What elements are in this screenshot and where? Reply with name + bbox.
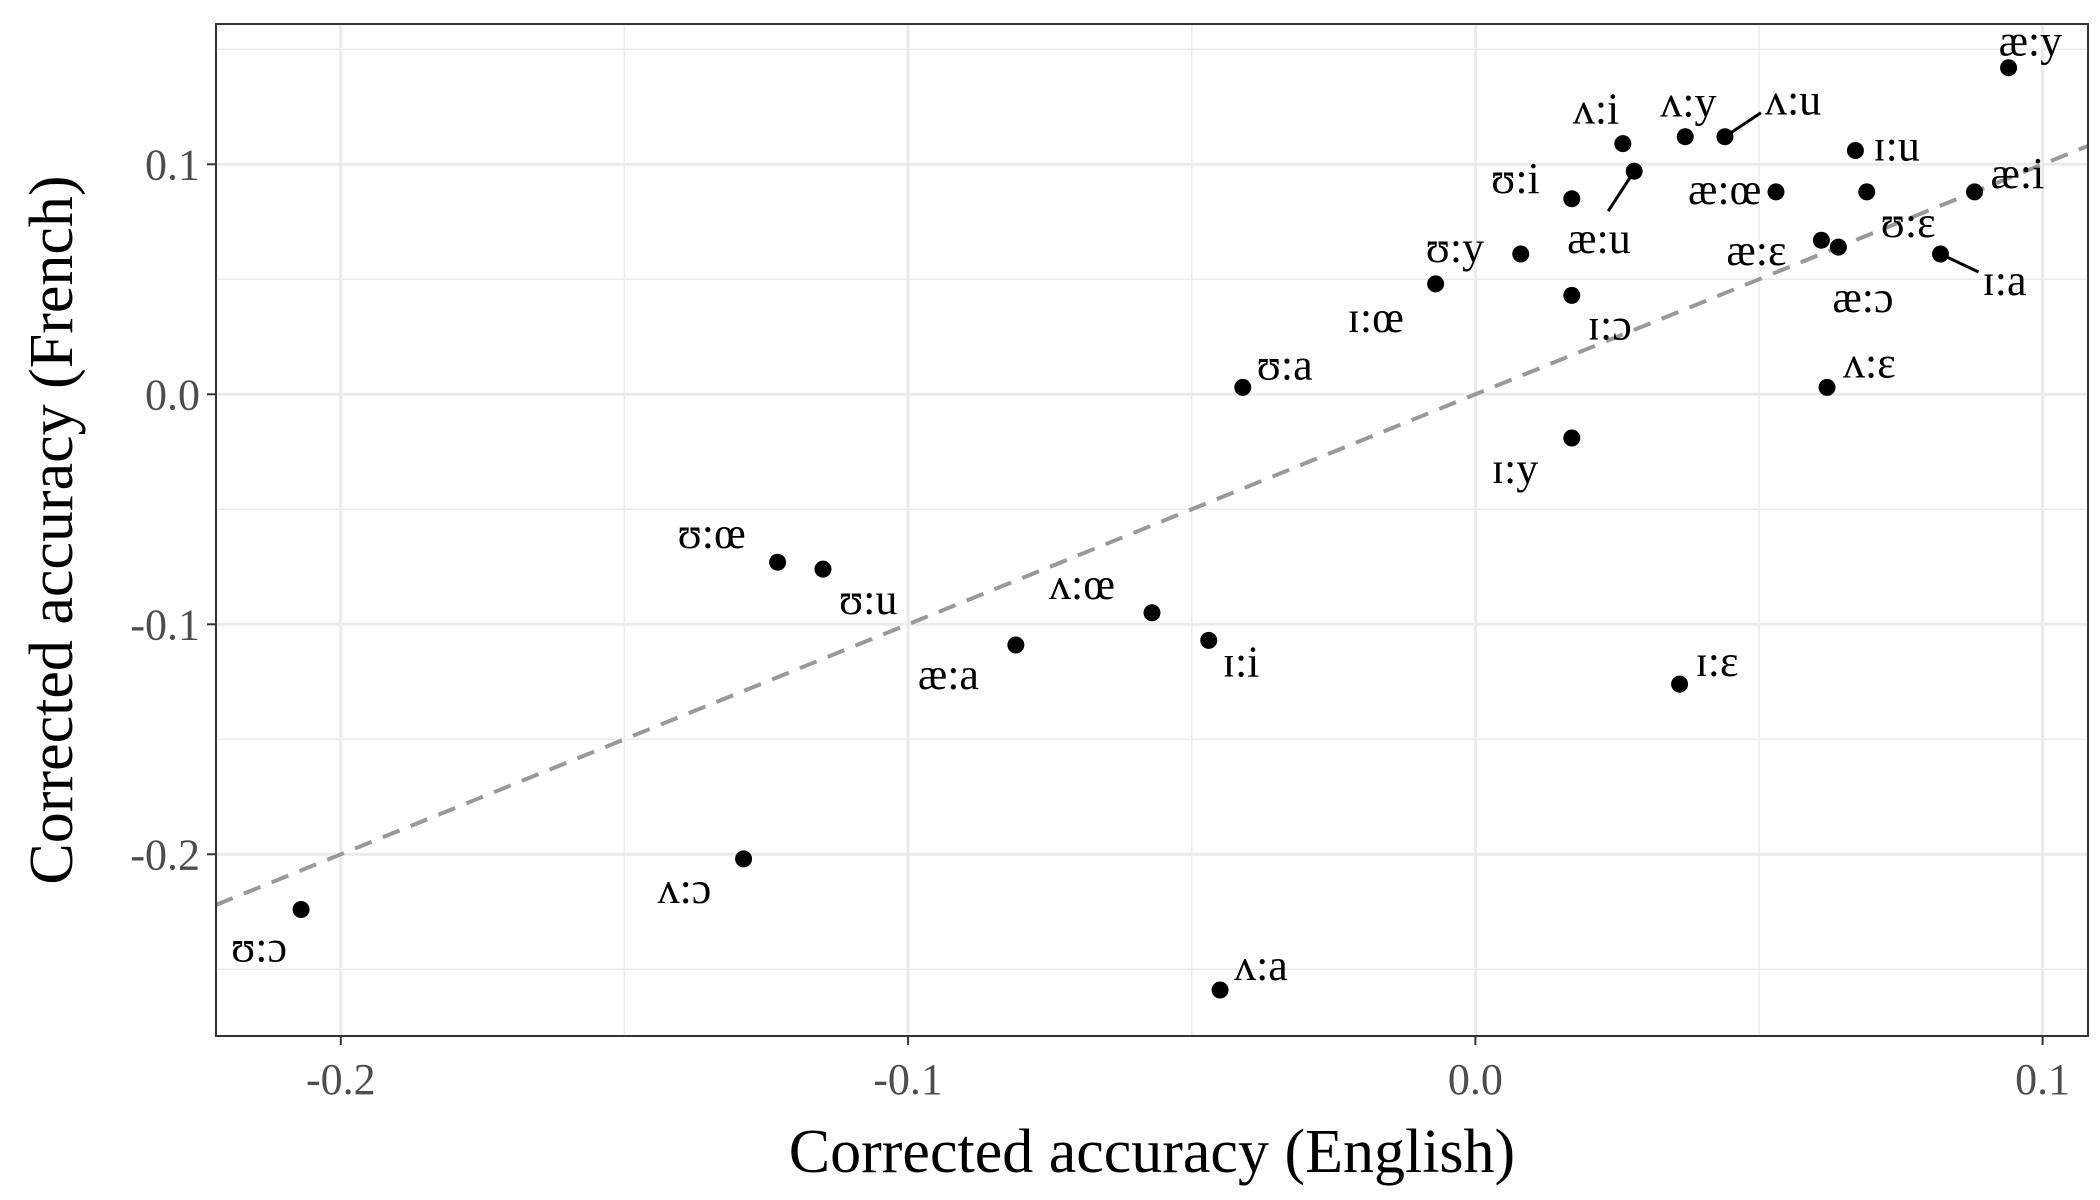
point-label: ʌ:u bbox=[1765, 76, 1821, 125]
panel-border bbox=[215, 23, 2089, 1037]
point-label: æ:a bbox=[918, 650, 979, 699]
point-label: ɪ:ɛ bbox=[1696, 637, 1739, 686]
data-point bbox=[1767, 183, 1785, 201]
point-label: ʌ:ɛ bbox=[1843, 338, 1896, 387]
data-point bbox=[1211, 981, 1229, 999]
data-point bbox=[1829, 238, 1847, 256]
data-point bbox=[1716, 128, 1734, 146]
y-axis-title: Corrected accuracy (French) bbox=[18, 175, 86, 884]
data-point bbox=[1858, 183, 1876, 201]
point-label: ʌ:œ bbox=[1049, 560, 1115, 609]
data-point bbox=[1676, 128, 1694, 146]
grid-layer bbox=[216, 24, 2088, 1036]
data-point bbox=[1427, 275, 1445, 293]
tick-label-layer: -0.2 -0.1 0.0 0.1 -0.2 -0.1 0.0 0.1 bbox=[130, 140, 2070, 1104]
point-label: ʊ:y bbox=[1426, 223, 1484, 272]
data-point bbox=[1234, 378, 1252, 396]
data-point bbox=[1671, 675, 1689, 693]
data-point bbox=[1846, 142, 1864, 159]
data-point bbox=[1200, 631, 1218, 649]
point-label: æ:ɛ bbox=[1726, 226, 1786, 275]
x-tick-label: -0.1 bbox=[873, 1055, 943, 1104]
data-point bbox=[1512, 245, 1530, 263]
reference-line-layer bbox=[215, 144, 2089, 907]
data-point bbox=[1812, 231, 1830, 249]
point-label: ʊ:u bbox=[839, 575, 897, 624]
data-point bbox=[1563, 286, 1581, 304]
point-layer bbox=[292, 59, 2018, 999]
point-label: ʊ:a bbox=[1257, 340, 1313, 389]
data-point bbox=[735, 850, 753, 868]
leader-line-layer bbox=[1606, 111, 1980, 274]
point-label: ʊ:i bbox=[1491, 154, 1540, 203]
data-point bbox=[1818, 378, 1836, 396]
point-label: ʊ:œ bbox=[678, 509, 746, 558]
y-tick-label: -0.2 bbox=[130, 830, 200, 879]
point-label: ɪ:œ bbox=[1348, 293, 1404, 342]
x-tick-label: 0.0 bbox=[1448, 1055, 1503, 1104]
point-label: ɪ:i bbox=[1223, 637, 1260, 686]
data-point bbox=[1143, 604, 1161, 622]
data-point bbox=[1625, 162, 1643, 180]
point-label: ʌ:i bbox=[1573, 85, 1619, 134]
point-label: ʌ:y bbox=[1660, 78, 1716, 127]
point-label: ʊ:ɛ bbox=[1881, 198, 1936, 247]
data-point bbox=[292, 901, 310, 918]
data-point bbox=[1932, 245, 1950, 263]
data-point bbox=[1966, 183, 1984, 201]
data-point bbox=[1563, 429, 1581, 447]
data-point bbox=[2000, 59, 2018, 77]
x-tick-label: -0.2 bbox=[306, 1055, 376, 1104]
point-label: æ:œ bbox=[1688, 165, 1761, 214]
data-point bbox=[1007, 636, 1025, 654]
x-axis-title: Corrected accuracy (English) bbox=[789, 1118, 1515, 1186]
point-label: ɪ:y bbox=[1492, 444, 1538, 493]
y-tick-label: -0.1 bbox=[130, 600, 200, 649]
point-label-layer: æ:yʌ:i ʌ:y ʌ:uɪ:uæ:iʊ:iæ:uæ:œʊ:ɛæ:ɛæ:ɔ ɪ:aʊ… bbox=[231, 17, 2062, 990]
x-tick-label: 0.1 bbox=[2015, 1055, 2070, 1104]
y-tick-label: 0.0 bbox=[145, 370, 200, 419]
data-point bbox=[1563, 190, 1581, 208]
point-label: ɪ:a bbox=[1983, 256, 2027, 305]
point-label: ʌ:a bbox=[1234, 941, 1288, 990]
data-point bbox=[814, 560, 832, 578]
point-label: æ:ɔ bbox=[1832, 273, 1893, 322]
point-label: æ:i bbox=[1991, 149, 2045, 198]
data-point bbox=[769, 553, 787, 571]
y-tick-label: 0.1 bbox=[145, 140, 200, 189]
point-label: ʊ:ɔ bbox=[231, 923, 287, 972]
data-point bbox=[1614, 135, 1632, 153]
point-label: ɪ:ɔ bbox=[1588, 300, 1632, 349]
point-label: ʌ:ɔ bbox=[658, 864, 712, 913]
point-label: ɪ:u bbox=[1873, 122, 1919, 171]
point-label: æ:u bbox=[1567, 214, 1631, 263]
identity-reference-line bbox=[215, 144, 2089, 907]
